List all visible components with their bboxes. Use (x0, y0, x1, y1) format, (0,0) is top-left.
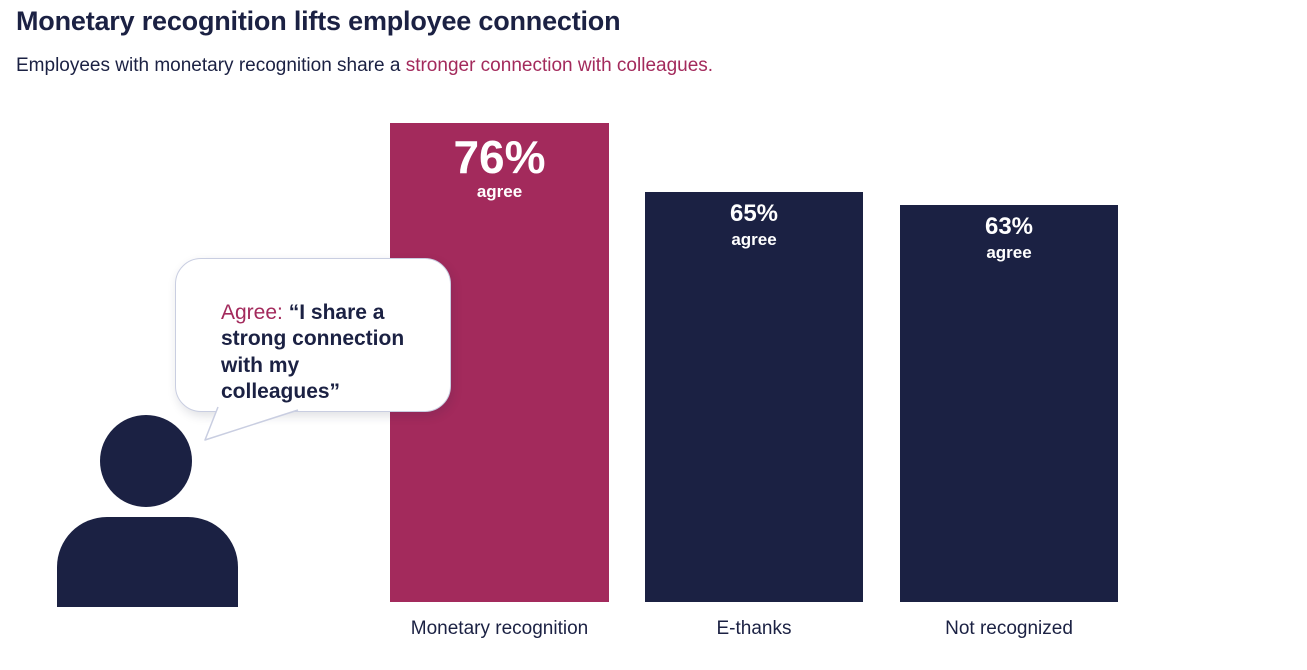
speech-bubble-tail (204, 406, 299, 441)
bar-value-sublabel: agree (986, 242, 1032, 262)
bar-column-e-thanks: 65% agree E-thanks (645, 0, 863, 670)
bar-column-not-recognized: 63% agree Not recognized (900, 0, 1118, 670)
page-title: Monetary recognition lifts employee conn… (16, 6, 621, 36)
bar-e-thanks: 65% agree (645, 192, 863, 602)
bar-value-label: 63% (984, 213, 1034, 240)
bar-value-sublabel: agree (731, 229, 777, 249)
subtitle: Employees with monetary recognition shar… (16, 55, 713, 77)
category-label-not-recognized: Not recognized (945, 618, 1073, 639)
speech-bubble-agree-label: Agree: (221, 301, 289, 324)
speech-bubble: Agree: “I share a strong connection with… (175, 258, 451, 412)
bar-value-label: 65% (729, 200, 779, 227)
bar-value-label: 76% (453, 131, 546, 183)
person-head-icon (100, 415, 192, 507)
person-body-icon (57, 517, 238, 607)
category-label-e-thanks: E-thanks (716, 618, 792, 639)
speech-bubble-quote: “I share a strong connection with my col… (221, 301, 405, 403)
category-label-monetary-recognition: Monetary recognition (410, 618, 589, 639)
subtitle-highlight-text: stronger connection with colleagues. (405, 55, 714, 76)
subtitle-plain-text: Employees with monetary recognition shar… (16, 55, 406, 76)
bar-value-sublabel: agree (476, 182, 523, 202)
bar-not-recognized: 63% agree (900, 205, 1118, 602)
